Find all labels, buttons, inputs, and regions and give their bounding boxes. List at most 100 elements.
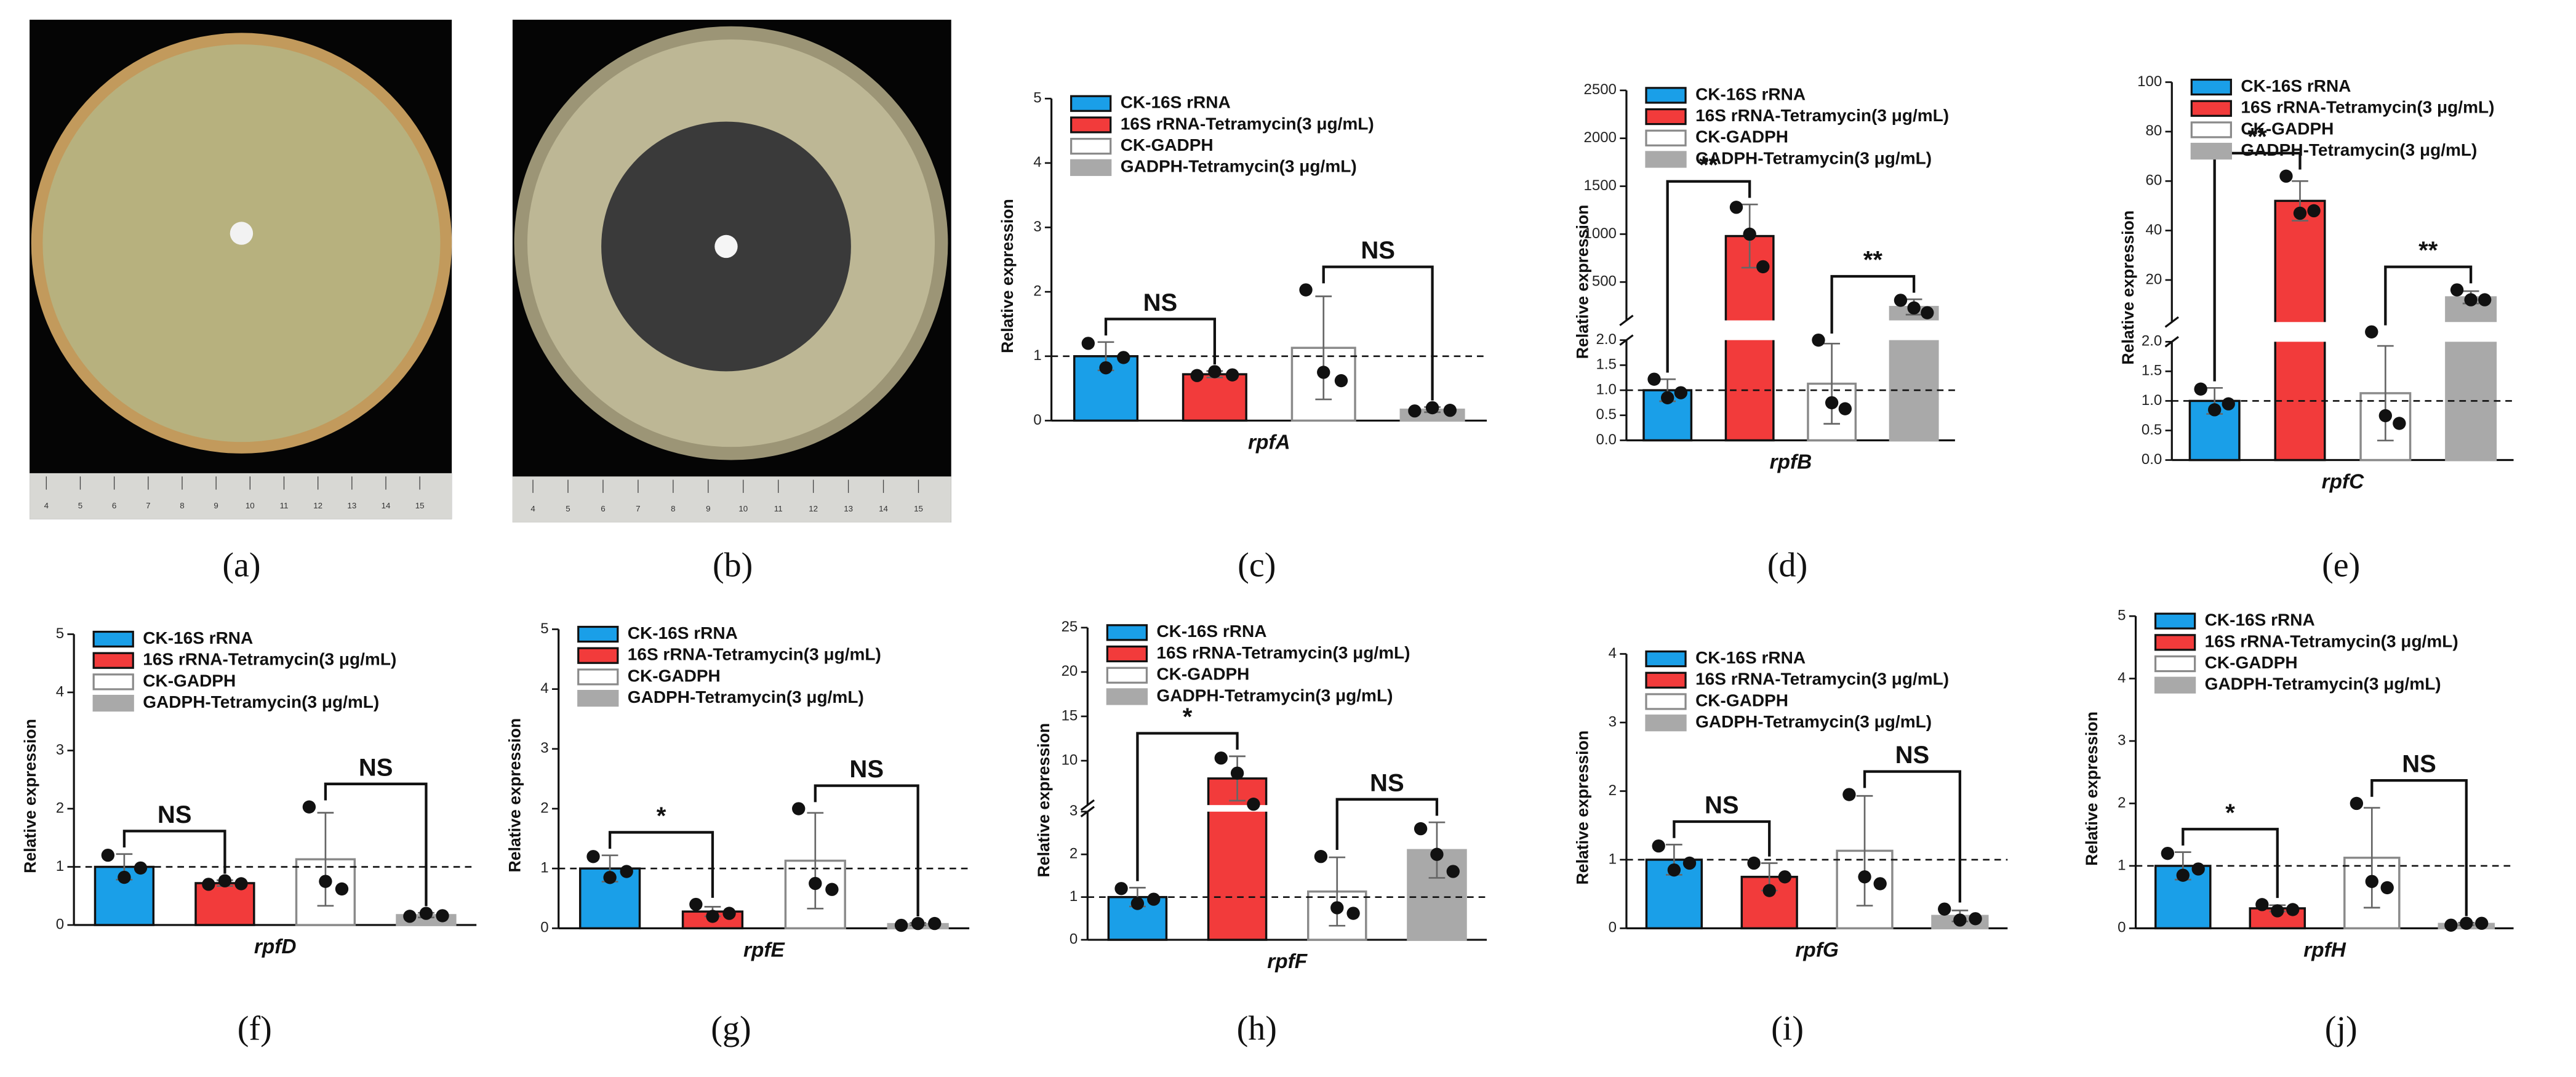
legend-label: 16S rRNA-Tetramycin(3 μg/mL) bbox=[1156, 643, 1410, 662]
significance-label: * bbox=[2225, 799, 2235, 827]
y-tick-label: 40 bbox=[2146, 222, 2162, 238]
data-point bbox=[2475, 916, 2489, 930]
ruler-number: 14 bbox=[382, 501, 391, 510]
bar-break-gap bbox=[1206, 805, 1268, 812]
legend-swatch bbox=[1645, 693, 1687, 710]
legend-label: GADPH-Tetramycin(3 μg/mL) bbox=[2205, 675, 2441, 694]
legend-swatch bbox=[1106, 624, 1148, 641]
significance-label: NS bbox=[1705, 792, 1739, 819]
data-point bbox=[2444, 918, 2458, 932]
x-axis-label: rpfC bbox=[2322, 471, 2364, 494]
legend-label: GADPH-Tetramycin(3 μg/mL) bbox=[1695, 148, 1932, 167]
data-point bbox=[419, 907, 433, 920]
ruler-number: 5 bbox=[566, 504, 570, 513]
significance-label: NS bbox=[2402, 751, 2436, 778]
legend-label: GADPH-Tetramycin(3 μg/mL) bbox=[1156, 686, 1393, 705]
data-point bbox=[1778, 870, 1792, 884]
data-point bbox=[1647, 372, 1661, 386]
axis-break bbox=[2164, 336, 2179, 348]
data-point bbox=[2176, 868, 2190, 882]
y-tick-label: 1000 bbox=[1583, 225, 1616, 242]
data-point bbox=[2380, 881, 2394, 895]
data-point bbox=[1873, 877, 1887, 891]
bar-break-gap bbox=[2273, 322, 2327, 342]
legend-label: 16S rRNA-Tetramycin(3 μg/mL) bbox=[1121, 114, 1374, 133]
data-point bbox=[1842, 788, 1856, 801]
data-point bbox=[928, 916, 942, 931]
data-point bbox=[809, 876, 822, 891]
data-point bbox=[1147, 892, 1161, 906]
ruler-number: 9 bbox=[706, 504, 710, 513]
panel-label: (h) bbox=[1237, 1009, 1277, 1047]
data-point bbox=[118, 870, 131, 884]
data-point bbox=[1682, 856, 1697, 870]
y-tick-label: 5 bbox=[2118, 607, 2126, 623]
chart: 0.0 0.5 1.0 1.5 2.0 20 40 60 80 100 ** ** CK-16S rRN… bbox=[2119, 73, 2514, 585]
data-point bbox=[1208, 365, 1222, 378]
data-point bbox=[1225, 368, 1239, 382]
significance-bracket bbox=[608, 831, 714, 898]
legend-label: CK-GADPH bbox=[628, 666, 721, 685]
significance-label: NS bbox=[1370, 769, 1404, 796]
ruler-number: 7 bbox=[146, 501, 150, 510]
y-tick-label: 1.0 bbox=[1596, 381, 1617, 398]
legend-swatch bbox=[1070, 116, 1112, 134]
y-tick-label: 1 bbox=[1070, 888, 1078, 905]
legend-swatch bbox=[2190, 143, 2232, 160]
significance-bracket bbox=[1335, 798, 1439, 851]
y-tick-label: 3 bbox=[540, 740, 548, 756]
data-point bbox=[1425, 401, 1439, 415]
chart: 0 1 2 3 4 5 * NS CK-16S rRNA 16S rRNA-Tetramycin(… bbox=[505, 620, 970, 1047]
y-axis-label: Relative expression bbox=[1034, 723, 1053, 878]
photo-a bbox=[30, 20, 452, 519]
y-tick-label: 2000 bbox=[1583, 129, 1616, 146]
data-point bbox=[1130, 897, 1145, 910]
ruler-number: 13 bbox=[844, 504, 853, 513]
data-point bbox=[2194, 382, 2207, 396]
significance-bracket bbox=[2213, 151, 2302, 382]
data-point bbox=[2378, 409, 2392, 423]
data-point bbox=[1230, 766, 1244, 780]
legend-label: CK-GADPH bbox=[1695, 127, 1788, 146]
chart: 0 1 2 3 4 5 NS NS CK-16S rRNA 16S rRNA-Tetramycin… bbox=[21, 625, 477, 1047]
bar-break-gap bbox=[2444, 322, 2498, 342]
legend-label: CK-16S rRNA bbox=[1121, 93, 1231, 112]
significance-label: ** bbox=[2248, 123, 2268, 150]
legend-label: CK-16S rRNA bbox=[2205, 611, 2315, 630]
legend-label: GADPH-Tetramycin(3 μg/mL) bbox=[143, 692, 379, 711]
data-point bbox=[1099, 361, 1113, 375]
y-tick-label: 5 bbox=[540, 620, 548, 637]
y-tick-label: 0.5 bbox=[1596, 406, 1617, 423]
data-point bbox=[134, 861, 148, 875]
legend-swatch bbox=[577, 625, 619, 643]
data-point bbox=[1858, 870, 1871, 884]
data-point bbox=[1743, 227, 1756, 241]
significance-label: NS bbox=[1895, 742, 1930, 769]
significance-bracket bbox=[1673, 820, 1771, 857]
y-tick-label: 60 bbox=[2146, 172, 2162, 189]
data-point bbox=[1894, 294, 1908, 307]
data-point bbox=[319, 875, 332, 888]
ruler-number: 15 bbox=[415, 501, 425, 510]
data-point bbox=[218, 874, 232, 887]
y-tick-label: 0.5 bbox=[2142, 422, 2162, 438]
y-tick-label: 4 bbox=[2118, 670, 2126, 686]
significance-bracket bbox=[2370, 779, 2468, 916]
data-point bbox=[1756, 260, 1770, 274]
axis-break bbox=[1619, 314, 1634, 326]
legend-swatch bbox=[2154, 676, 2196, 694]
bar bbox=[1182, 373, 1247, 422]
panel-label: (e) bbox=[2322, 547, 2360, 585]
data-point bbox=[1729, 201, 1743, 214]
y-tick-label: 20 bbox=[1062, 663, 1078, 679]
significance-bracket bbox=[1666, 180, 1751, 373]
ruler-number: 8 bbox=[180, 501, 184, 510]
ruler-number: 13 bbox=[347, 501, 356, 510]
y-axis-label: Relative expression bbox=[21, 719, 39, 873]
y-tick-label: 0.0 bbox=[1596, 431, 1617, 448]
y-tick-label: 5 bbox=[56, 625, 64, 642]
data-point bbox=[1247, 798, 1260, 811]
data-point bbox=[2279, 169, 2293, 183]
legend-label: CK-GADPH bbox=[1156, 665, 1249, 684]
y-tick-label: 1 bbox=[540, 860, 548, 876]
